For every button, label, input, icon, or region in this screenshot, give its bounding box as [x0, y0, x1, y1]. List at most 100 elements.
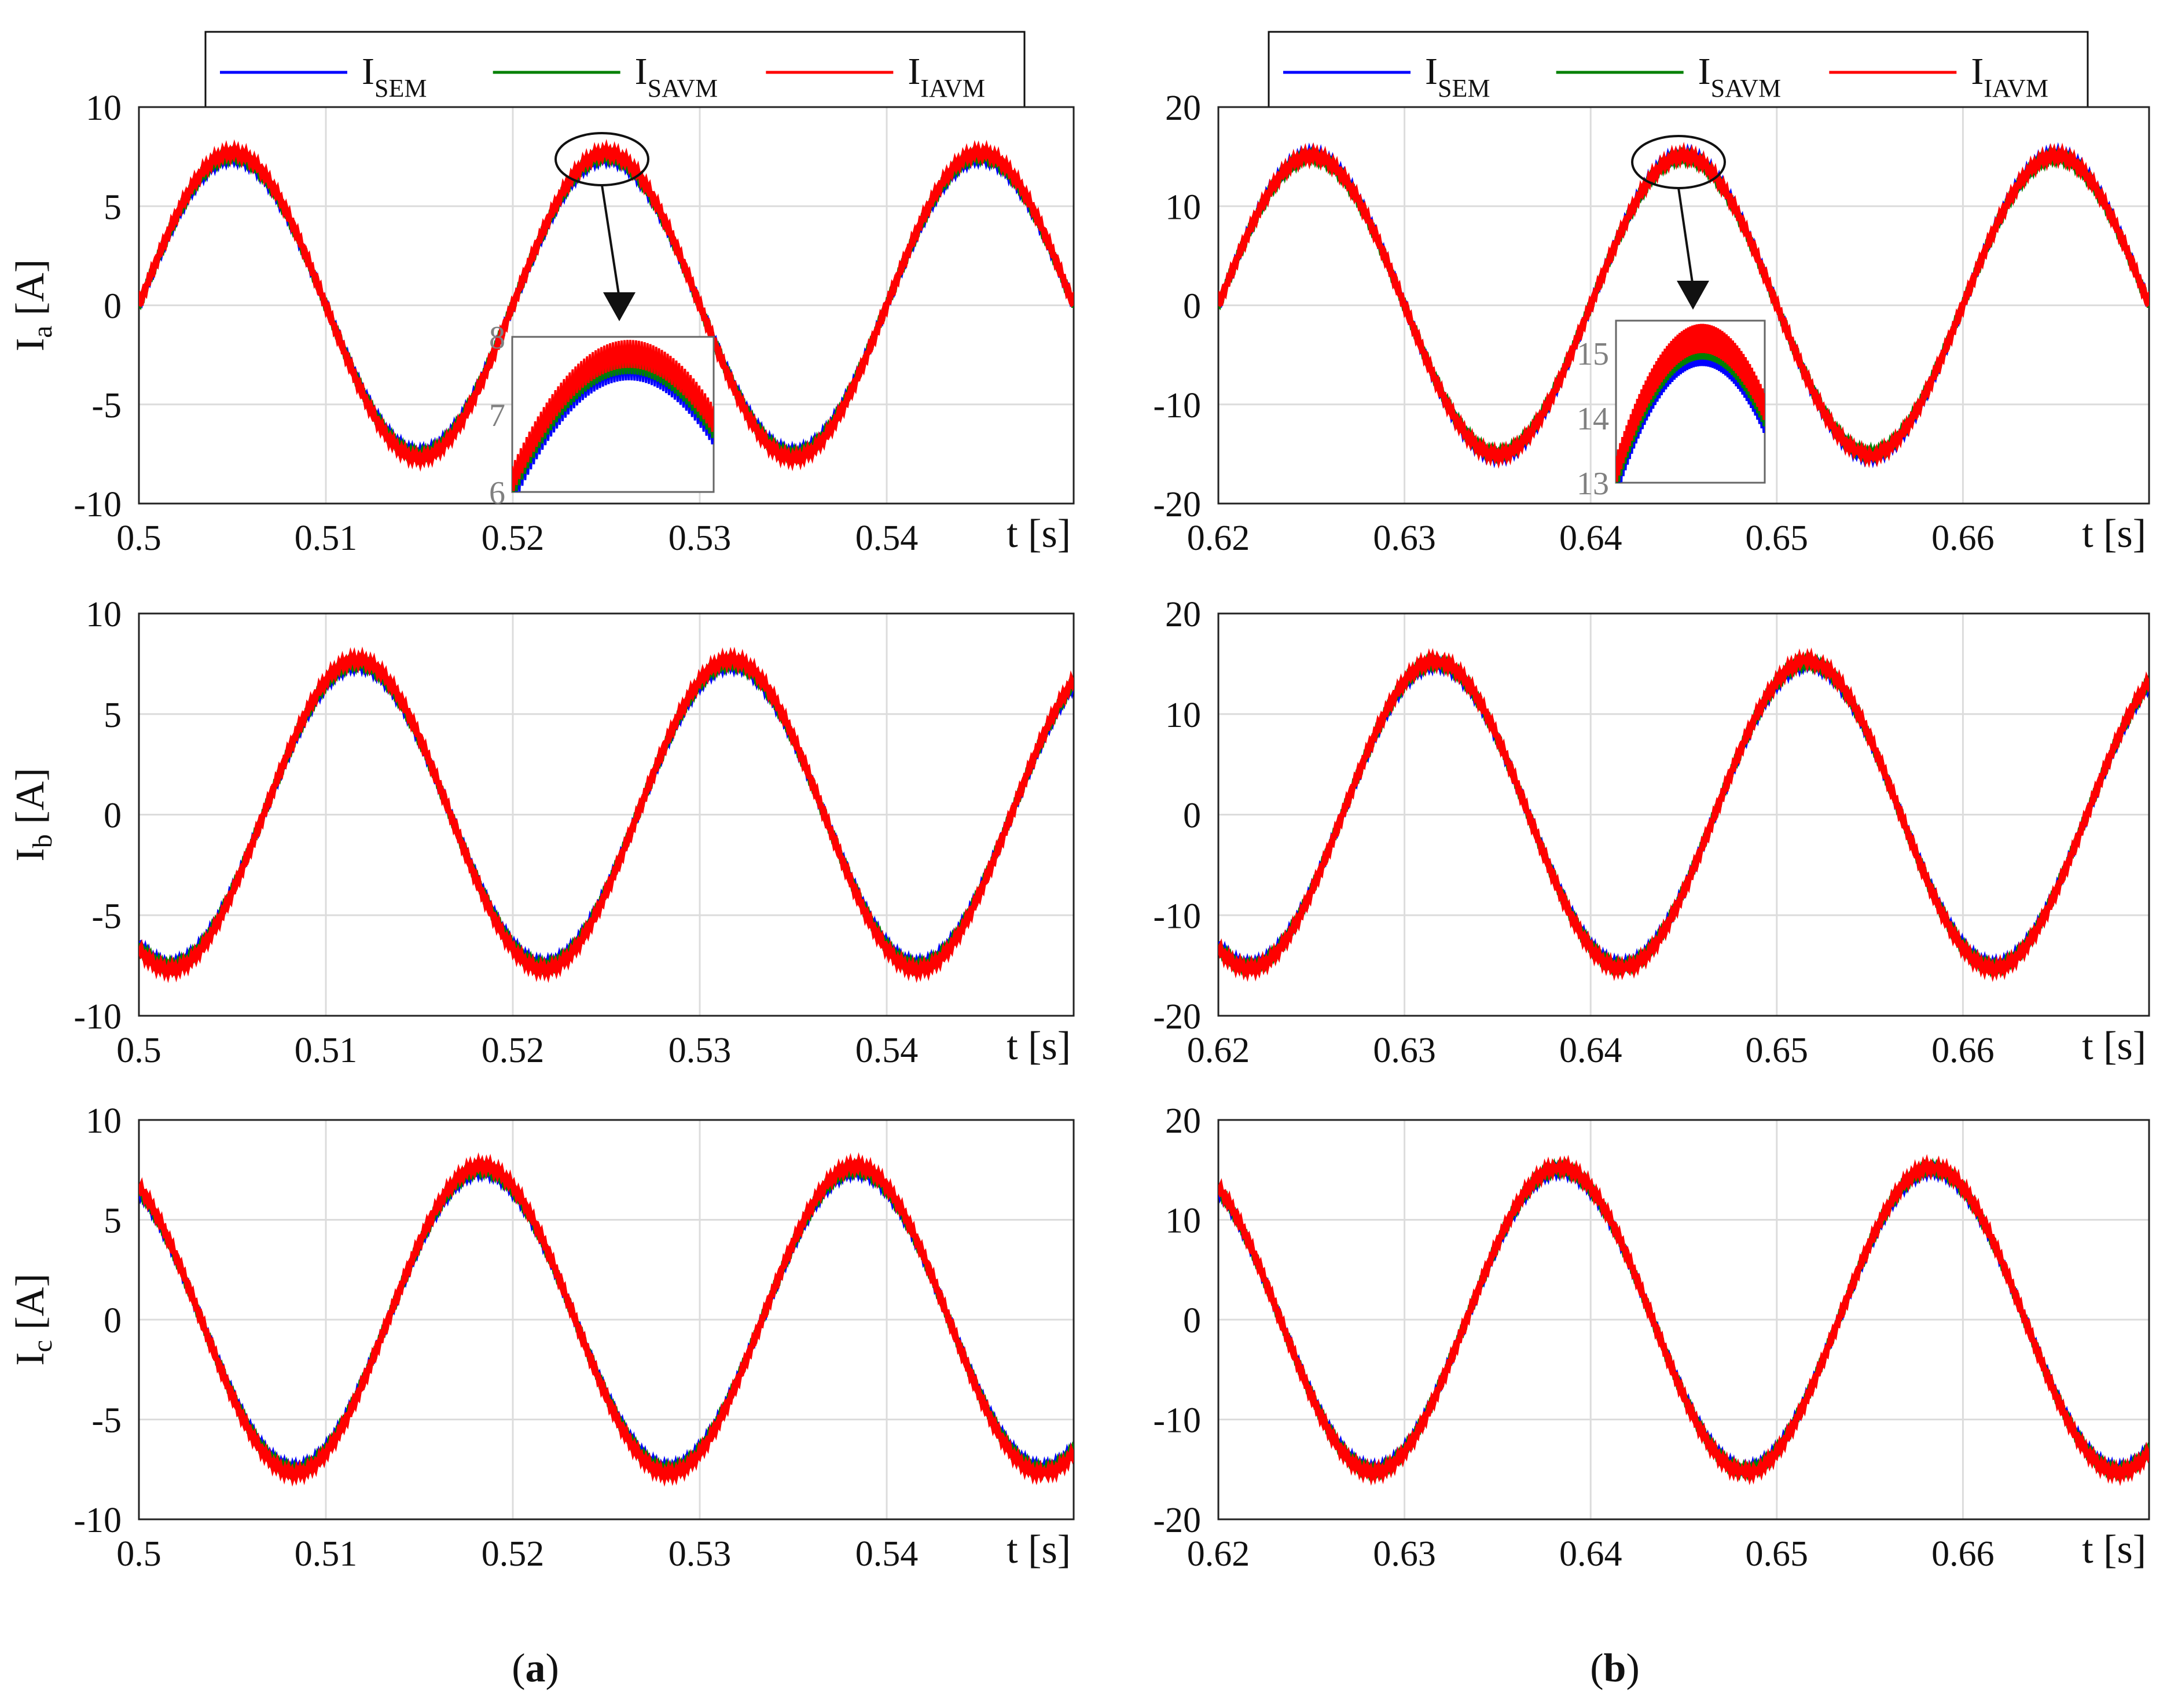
y-axis-label-unit: [A]	[8, 1273, 53, 1340]
y-tick-label: -5	[91, 386, 122, 425]
x-tick-label: 0.53	[669, 1031, 732, 1070]
inset-y-tick-label: 13	[1577, 466, 1609, 502]
x-tick-label: 0.62	[1187, 1534, 1250, 1574]
y-axis-label-sub: b	[27, 834, 58, 848]
arrow-shaft	[601, 185, 620, 299]
x-tick-label: 0.52	[482, 1534, 545, 1574]
x-tick-label: 0.65	[1746, 1031, 1809, 1070]
y-tick-label: 5	[104, 188, 122, 227]
y-axis-label: Ic [A]	[8, 1273, 58, 1365]
x-tick-label: 0.66	[1931, 519, 1995, 558]
inset-a-ia: 6 7 8	[489, 132, 715, 511]
x-axis-label: t [s]	[1007, 1024, 1071, 1068]
x-tick-label: 0.65	[1746, 1534, 1809, 1574]
legend-label-sub: IAVM	[1984, 74, 2048, 102]
x-tick-label: 0.66	[1931, 1031, 1995, 1070]
legend-label-sub: SEM	[1438, 74, 1490, 102]
legend-label-main: I	[635, 50, 648, 93]
legend-label-sub: IAVM	[920, 74, 985, 102]
inset-b-ia: 13 14 15	[1577, 135, 1766, 502]
series-line-I_IAVM	[139, 139, 1074, 472]
y-tick-label: -10	[1153, 897, 1201, 936]
x-tick-label: 0.53	[669, 1534, 732, 1574]
y-tick-label: -20	[1153, 1501, 1201, 1540]
caption-b-letter: b	[1604, 1646, 1626, 1691]
legend-label-IAVM: IIAVM	[1971, 50, 2048, 102]
arrow-head	[603, 292, 636, 321]
x-tick-label: 0.66	[1931, 1534, 1995, 1574]
y-tick-label: 10	[86, 1101, 122, 1141]
y-tick-label: -10	[74, 485, 122, 524]
series-line-I_IAVM	[139, 1152, 1074, 1487]
y-tick-label: -5	[91, 1401, 122, 1441]
x-tick-label: 0.5	[116, 519, 161, 558]
legend-label-IAVM: IIAVM	[908, 50, 985, 102]
y-tick-label: -10	[1153, 1401, 1201, 1441]
x-tick-label: 0.52	[482, 1031, 545, 1070]
y-axis-label-main: I	[8, 1352, 53, 1365]
legend-label-SEM: ISEM	[362, 50, 427, 102]
caption-a: (a)	[512, 1646, 559, 1691]
y-tick-label: 0	[1183, 287, 1201, 326]
chart-a-ia: 0.5 0.51 0.52 0.53 0.54 -10 -5 0 5 10 t [s] Ia [A] 6…	[8, 89, 1075, 558]
inset-series-I_IAVM	[1616, 324, 1765, 482]
inset-y-tick-label: 15	[1577, 336, 1609, 372]
x-tick-label: 0.62	[1187, 519, 1250, 558]
x-tick-label: 0.51	[295, 519, 358, 558]
chart-a-ic: 0.5 0.51 0.52 0.53 0.54 -10 -5 0 5 10 t [s] Ic [A]	[8, 1101, 1075, 1574]
y-axis-label-main: I	[8, 848, 53, 861]
series-line-I_IAVM	[139, 646, 1074, 983]
inset-y-tick-label: 8	[489, 320, 505, 356]
x-axis-label: t [s]	[2082, 1527, 2146, 1572]
y-tick-label: 20	[1165, 89, 1201, 128]
y-tick-label: 0	[1183, 1301, 1201, 1340]
x-tick-label: 0.51	[295, 1534, 358, 1574]
plot-frame	[1217, 1119, 2150, 1520]
caption-a-letter: a	[526, 1646, 546, 1691]
legend-box	[204, 31, 1026, 108]
x-tick-label: 0.64	[1559, 1534, 1622, 1574]
y-tick-label: -5	[91, 897, 122, 936]
x-tick-label: 0.51	[295, 1031, 358, 1070]
y-tick-label: -10	[74, 997, 122, 1037]
legend-label-SEM: ISEM	[1425, 50, 1490, 102]
y-tick-label: 5	[104, 696, 122, 735]
x-axis-label: t [s]	[2082, 512, 2146, 556]
y-tick-label: 20	[1165, 1101, 1201, 1141]
arrow-head	[1677, 281, 1709, 310]
legend-label-SAVM: ISAVM	[1698, 50, 1781, 102]
x-tick-label: 0.5	[116, 1534, 161, 1574]
y-tick-label: -20	[1153, 997, 1201, 1037]
y-axis-label-unit: [A]	[8, 259, 53, 326]
x-tick-label: 0.54	[855, 519, 919, 558]
x-axis-label: t [s]	[1007, 512, 1071, 556]
x-tick-label: 0.65	[1746, 519, 1809, 558]
series-line-I_IAVM	[1218, 1154, 2149, 1486]
chart-b-ia: 0.62 0.63 0.64 0.65 0.66 -20 -10 0 10 20 t [s] 13 14…	[1153, 89, 2150, 558]
x-tick-label: 0.62	[1187, 1031, 1250, 1070]
x-tick-label: 0.53	[669, 519, 732, 558]
x-tick-label: 0.64	[1559, 1031, 1622, 1070]
y-tick-label: 10	[86, 595, 122, 634]
plot-frame	[1217, 612, 2150, 1017]
y-tick-label: 0	[104, 287, 122, 326]
caption-b: (b)	[1590, 1646, 1640, 1691]
y-axis-label-main: I	[8, 338, 53, 351]
chart-b-ic: 0.62 0.63 0.64 0.65 0.66 -20 -10 0 10 20 t [s]	[1153, 1101, 2150, 1574]
legend-b: ISEM ISAVM IIAVM	[1268, 31, 2089, 108]
y-tick-label: 0	[1183, 796, 1201, 836]
y-tick-label: -10	[1153, 386, 1201, 425]
y-tick-label: 5	[104, 1202, 122, 1241]
legend-label-sub: SAVM	[1711, 74, 1781, 102]
y-tick-label: 10	[86, 89, 122, 128]
inset-series-I_IAVM	[512, 340, 714, 491]
y-tick-label: 10	[1165, 188, 1201, 227]
x-tick-label: 0.63	[1373, 519, 1436, 558]
chart-a-ib: 0.5 0.51 0.52 0.53 0.54 -10 -5 0 5 10 t [s] Ib [A]	[8, 595, 1075, 1070]
x-tick-label: 0.63	[1373, 1031, 1436, 1070]
x-tick-label: 0.5	[116, 1031, 161, 1070]
y-tick-label: 10	[1165, 1202, 1201, 1241]
plots: 0.5 0.51 0.52 0.53 0.54 -10 -5 0 5 10 t [s] Ia [A] 6…	[8, 89, 2150, 1574]
inset-y-tick-label: 14	[1577, 401, 1609, 437]
